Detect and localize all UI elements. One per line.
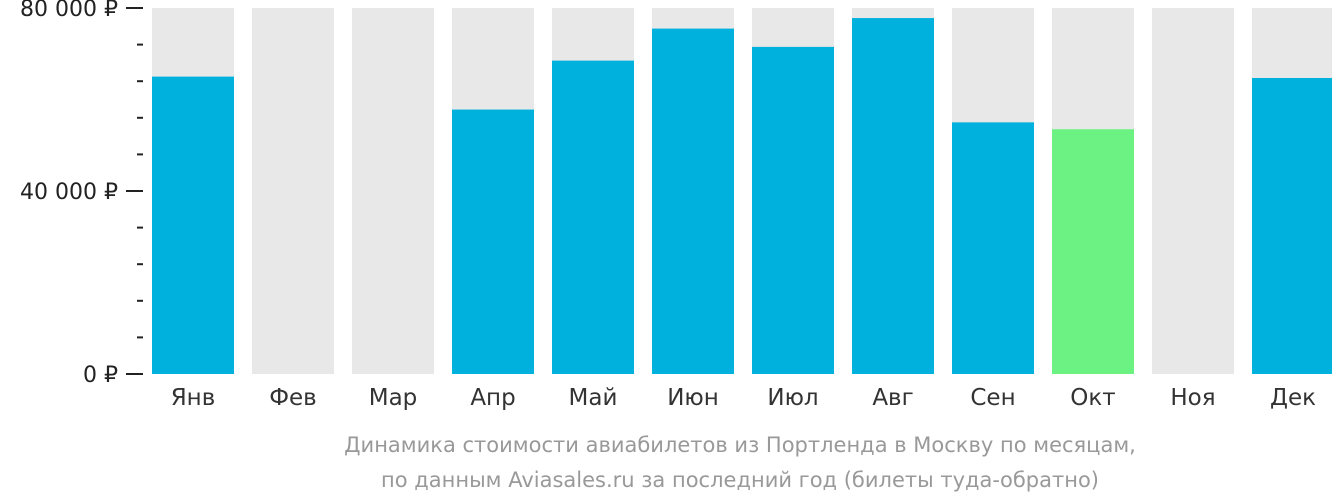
x-tick-label: Июл <box>767 385 818 411</box>
x-tick-label: Сен <box>970 385 1015 411</box>
bar-Июн <box>652 28 734 375</box>
y-tick-label: 40 000 ₽ <box>20 180 118 205</box>
price-chart: Янв Фев Мар Апр Май Июн Июл Авг Сен Окт Ноя Дек 0 ₽ 4… <box>20 0 1332 411</box>
bar-background <box>352 8 434 374</box>
x-tick-label: Июн <box>667 385 719 411</box>
y-tick-label: 80 000 ₽ <box>20 0 118 22</box>
x-tick-label: Авг <box>872 385 913 411</box>
bar-Сен <box>952 122 1034 374</box>
bar-Июл <box>752 46 834 374</box>
bar-Дек <box>1252 77 1332 374</box>
x-tick-label: Апр <box>470 385 515 411</box>
x-tick-label: Ноя <box>1170 385 1215 411</box>
bar-background <box>252 8 334 374</box>
x-tick-label: Май <box>569 385 618 411</box>
bar-Апр <box>452 109 534 374</box>
chart-caption-line-1: Динамика стоимости авиабилетов из Портле… <box>344 433 1136 457</box>
bar-Окт <box>1052 129 1134 374</box>
x-tick-label: Дек <box>1270 385 1316 411</box>
bar-Авг <box>852 18 934 374</box>
x-tick-label: Фев <box>269 385 317 411</box>
bar-background <box>1152 8 1234 374</box>
x-tick-label: Окт <box>1070 385 1115 411</box>
y-tick-label: 0 ₽ <box>83 363 118 388</box>
bar-Янв <box>152 76 234 374</box>
chart-caption-line-2: по данным Aviasales.ru за последний год … <box>381 468 1099 492</box>
bar-Май <box>552 60 634 375</box>
x-tick-label: Мар <box>369 385 418 411</box>
x-tick-label: Янв <box>171 385 216 411</box>
